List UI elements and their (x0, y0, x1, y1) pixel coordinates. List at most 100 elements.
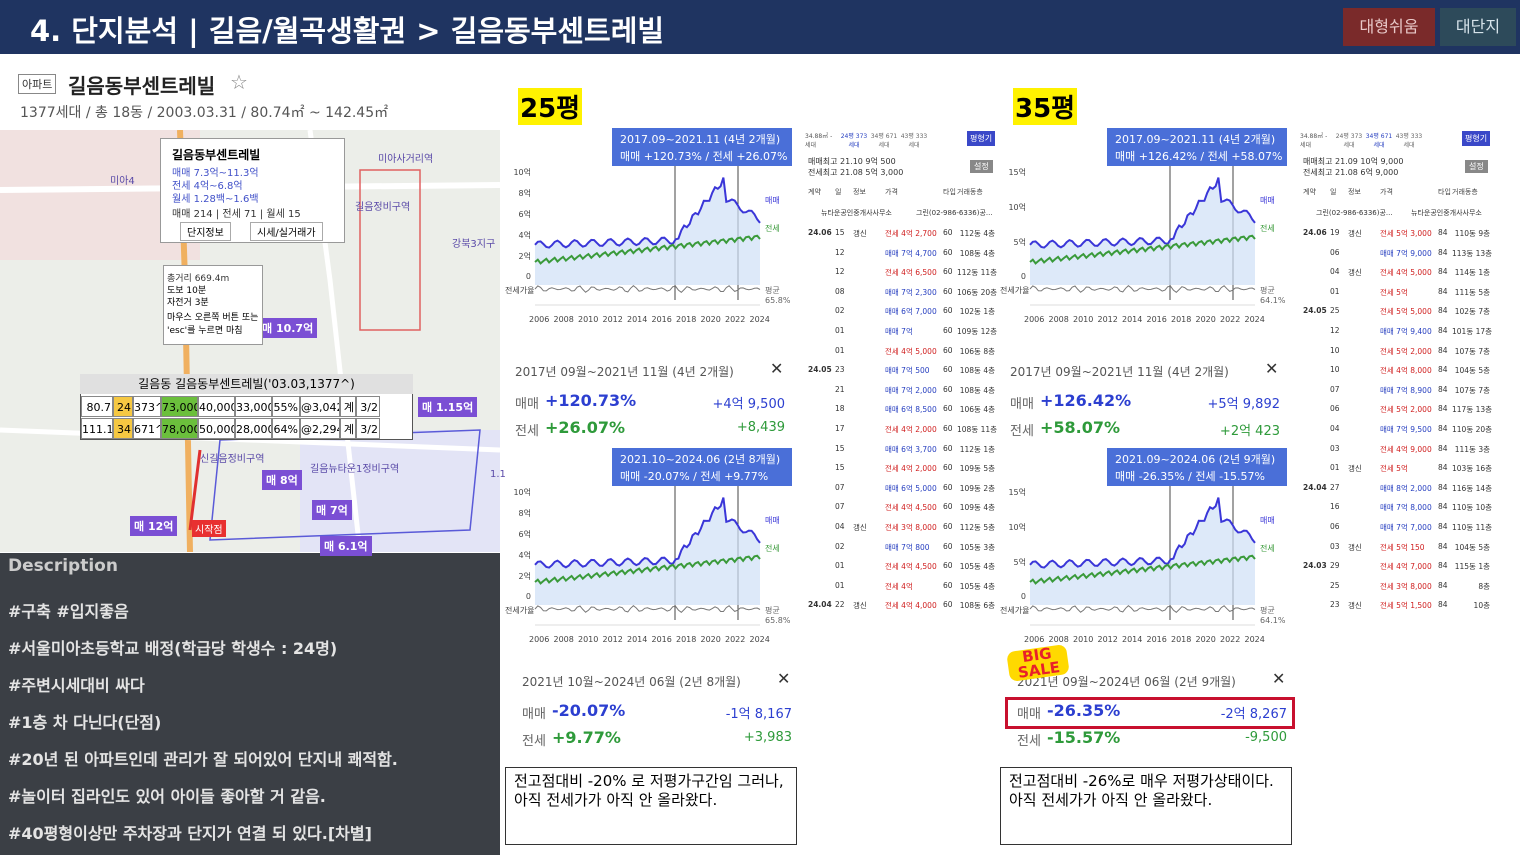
trade-cell: 전세 5억 1,500 (1380, 601, 1432, 611)
stat-period: 2017년 09월~2021년 11월 (4년 2개월) (1010, 365, 1229, 379)
map-label: 미아사거리역 (378, 154, 434, 165)
y-tick-label: 15억 (1008, 168, 1026, 177)
x-tick-label: 2014 (1122, 635, 1143, 644)
trade-cell: 매매 7억 9,400 (1380, 327, 1432, 336)
y-tick-label: 0 (1020, 592, 1026, 601)
setting-button[interactable]: 설정 (1465, 160, 1488, 173)
trade-cell: 08 (835, 286, 845, 296)
series-label: 전세 (765, 544, 780, 553)
x-tick-label: 2014 (627, 315, 648, 324)
trade-cell: 매매 7억 2,300 (885, 287, 937, 297)
close-icon[interactable]: ✕ (770, 359, 784, 378)
map-label: 길음뉴타운1정비구역 (310, 464, 400, 475)
high-price: 전세최고 21.08 5억 3,000 (808, 168, 904, 177)
trade-cell: 매매 7억 9,000 (1380, 248, 1432, 258)
y-tick-label: 10억 (513, 168, 531, 177)
section-label: 35평 (1013, 88, 1078, 125)
x-tick-label: 2022 (1220, 635, 1241, 644)
size-tab[interactable]: 43평 333세대 (1395, 133, 1423, 149)
popup-button[interactable]: 시세/실거래가 (250, 222, 323, 241)
map-table-cell: 78,000 (161, 418, 198, 439)
header (0, 0, 1520, 54)
close-icon[interactable]: ✕ (777, 669, 791, 688)
trade-cell: 매매 7억 800 (885, 542, 930, 552)
y-tick-label: 0 (1020, 272, 1026, 281)
trade-cell: 전세 4억 4,000 (885, 601, 937, 611)
trade-cell: 60 (943, 424, 953, 433)
x-tick-label: 2022 (725, 315, 746, 324)
close-icon[interactable]: ✕ (1272, 669, 1286, 688)
column-header: 일 (1330, 188, 1337, 196)
trade-cell: 매매 6억 7,000 (885, 307, 937, 317)
ratio-label: 전세가율 (505, 606, 535, 615)
size-tab[interactable]: 34평 671세대 (870, 133, 898, 149)
trade-cell: 전세 4억 2,000 (885, 425, 937, 434)
x-tick-label: 2012 (602, 635, 623, 644)
size-tab[interactable]: 34평 671세대 (1365, 133, 1393, 149)
x-tick-label: 2016 (651, 315, 672, 324)
trade-cell: 18 (835, 404, 845, 414)
chart-title-box (1107, 448, 1287, 486)
popup-button[interactable]: 단지정보 (180, 222, 231, 241)
trade-cell: 84 (1438, 522, 1448, 531)
trade-cell: 갱신 (1348, 464, 1362, 474)
description-item: #서울미아초등학교 배정(학급당 학생수 : 24명) (8, 639, 338, 658)
stat-kind: 전세 (1010, 424, 1034, 439)
trade-cell: 01 (835, 580, 845, 590)
trade-cell: 매매 7억 4,700 (885, 248, 937, 258)
trade-cell: 07 (835, 502, 845, 512)
trade-cell: 06 (1330, 522, 1340, 531)
map-table-cell: 373^ (133, 396, 161, 417)
map-table-cell: 73,000 (161, 396, 198, 417)
trade-cell: 84 (1438, 326, 1448, 335)
trade-cell: 04 (1330, 424, 1340, 433)
tag-button[interactable]: 대형쉬움 (1343, 8, 1435, 46)
list-button[interactable]: 평형기 (967, 131, 996, 146)
agent: 그린(02-986-6336)공... (1316, 209, 1393, 217)
close-icon[interactable]: ✕ (1265, 359, 1279, 378)
trade-cell: 84 (1438, 561, 1448, 571)
stat-rate: +120.73% (545, 391, 637, 410)
trade-cell: 105동 4층 (959, 581, 995, 591)
y-tick-label: 0 (525, 592, 531, 601)
y-tick-label: 10억 (513, 488, 531, 497)
trade-cell: 매매 8억 2,000 (1380, 483, 1432, 493)
list-button[interactable]: 평형기 (1462, 131, 1491, 146)
map-table-cell: 계 (340, 396, 356, 417)
trade-cell: 10 (1330, 345, 1340, 355)
size-tab[interactable]: 24평 373세대 (840, 133, 868, 149)
column-header: 계약 (808, 188, 821, 196)
size-tab[interactable]: 24평 373세대 (1335, 133, 1363, 149)
map-label: 시작점 (192, 520, 226, 537)
trade-cell: 84 (1438, 247, 1448, 257)
trade-cell: 112동 5층 (959, 523, 995, 532)
map-table-cell: 3/2 (356, 396, 380, 417)
series-label: 전세 (1260, 224, 1275, 233)
star-icon[interactable]: ☆ (230, 70, 248, 94)
high-price: 매매최고 21.09 10억 9,000 (1303, 157, 1404, 166)
x-tick-label: 2012 (602, 315, 623, 324)
map-label: 신길음정비구역 (200, 454, 265, 465)
chart-title-box (612, 128, 792, 166)
y-tick-label: 5억 (1013, 558, 1026, 567)
map-table-cell: 80.7 (81, 396, 113, 417)
trade-cell: 10층 (1473, 601, 1490, 611)
trade-cell: 24.04 (808, 600, 832, 610)
tag-button[interactable]: 대단지 (1440, 8, 1516, 46)
trade-cell: 84 (1438, 384, 1448, 394)
size-tab[interactable]: 43평 333세대 (900, 133, 928, 149)
y-tick-label: 2억 (518, 572, 531, 581)
column-header: 가격 (1380, 188, 1393, 196)
map-table-cell: 계 (340, 418, 356, 439)
y-tick-label: 8억 (518, 509, 531, 518)
trade-cell: 60 (943, 228, 953, 237)
setting-button[interactable]: 설정 (970, 160, 993, 173)
column-header: 계약 (1303, 188, 1316, 196)
trade-cell: 24.06 (808, 228, 832, 237)
agent: 그린(02-986-6336)공... (916, 209, 993, 217)
trade-cell: 01 (835, 561, 845, 571)
x-tick-label: 2006 (529, 635, 550, 644)
trade-cell: 전세 4억 5,000 (885, 346, 937, 356)
map-label: 매 8억 (262, 470, 302, 490)
stat-kind: 매매 (1017, 707, 1041, 722)
